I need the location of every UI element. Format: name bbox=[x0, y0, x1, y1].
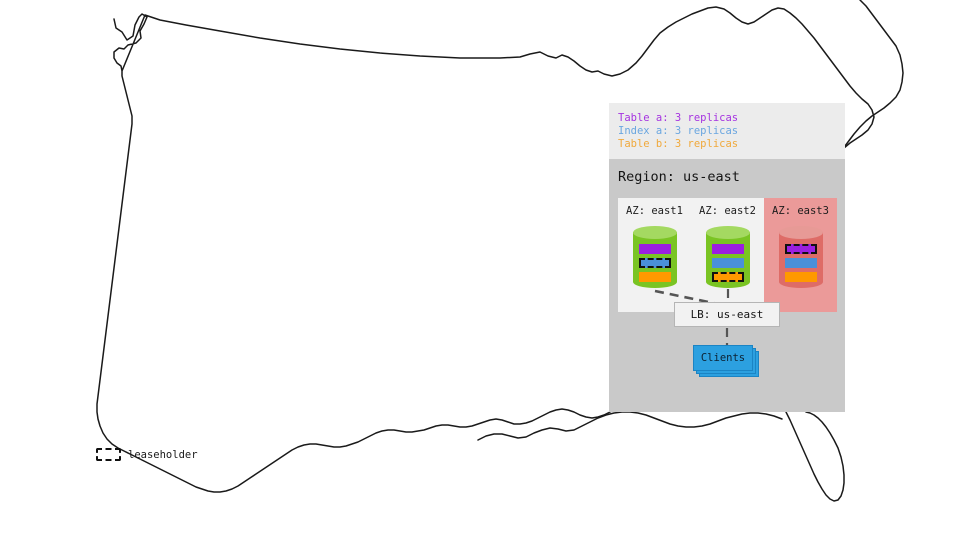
gulf-coast-outline bbox=[477, 411, 783, 441]
az-east2-node-cylinder-icon bbox=[705, 226, 750, 288]
az-east3-replicas bbox=[784, 244, 817, 282]
az-east3-replica-table-a bbox=[784, 244, 817, 254]
az-east2-replica-index-a bbox=[711, 258, 744, 268]
clients-label: Clients bbox=[693, 345, 753, 371]
replica-legend-item-table-b: Table b: 3 replicas bbox=[618, 138, 739, 150]
leaseholder-legend: leaseholder bbox=[96, 448, 198, 461]
replica-legend-item-index-a: Index a: 3 replicas bbox=[618, 125, 739, 137]
az-east3-node-cylinder-icon bbox=[778, 226, 823, 288]
az-east1-replica-table-a bbox=[638, 244, 671, 254]
replica-legend: Table a: 3 replicas Index a: 3 replicas … bbox=[609, 103, 845, 159]
replica-legend-item-table-a: Table a: 3 replicas bbox=[618, 112, 739, 124]
az-east1-replica-table-b bbox=[638, 272, 671, 282]
az-east2-label: AZ: east2 bbox=[699, 205, 756, 217]
florida-outline bbox=[785, 411, 845, 502]
az-east3-replica-index-a bbox=[784, 258, 817, 268]
az-east2-replicas bbox=[711, 244, 744, 282]
region-panel-us-east: Table a: 3 replicas Index a: 3 replicas … bbox=[609, 103, 845, 412]
region-title: Region: us-east bbox=[618, 169, 740, 185]
az-east3-label: AZ: east3 bbox=[772, 205, 829, 217]
az-east3[interactable]: AZ: east3 bbox=[764, 198, 837, 312]
az-east1[interactable]: AZ: east1 bbox=[618, 198, 691, 312]
az-east2[interactable]: AZ: east2 bbox=[691, 198, 764, 312]
az-east1-replicas bbox=[638, 244, 671, 282]
leaseholder-dashed-swatch-icon bbox=[96, 448, 121, 461]
availability-zone-row: AZ: east1 AZ: east2 bbox=[618, 198, 844, 312]
az-east3-replica-table-b bbox=[784, 272, 817, 282]
leaseholder-legend-label: leaseholder bbox=[128, 448, 198, 461]
az-east1-replica-index-a bbox=[638, 258, 671, 268]
us-outline-path bbox=[96, 6, 875, 493]
az-east2-replica-table-b bbox=[711, 272, 744, 282]
clients-stack[interactable]: Clients bbox=[693, 345, 759, 377]
az-east1-node-cylinder-icon bbox=[632, 226, 677, 288]
az-east2-replica-table-a bbox=[711, 244, 744, 254]
load-balancer-box[interactable]: LB: us-east bbox=[674, 302, 780, 327]
az-east1-label: AZ: east1 bbox=[626, 205, 683, 217]
